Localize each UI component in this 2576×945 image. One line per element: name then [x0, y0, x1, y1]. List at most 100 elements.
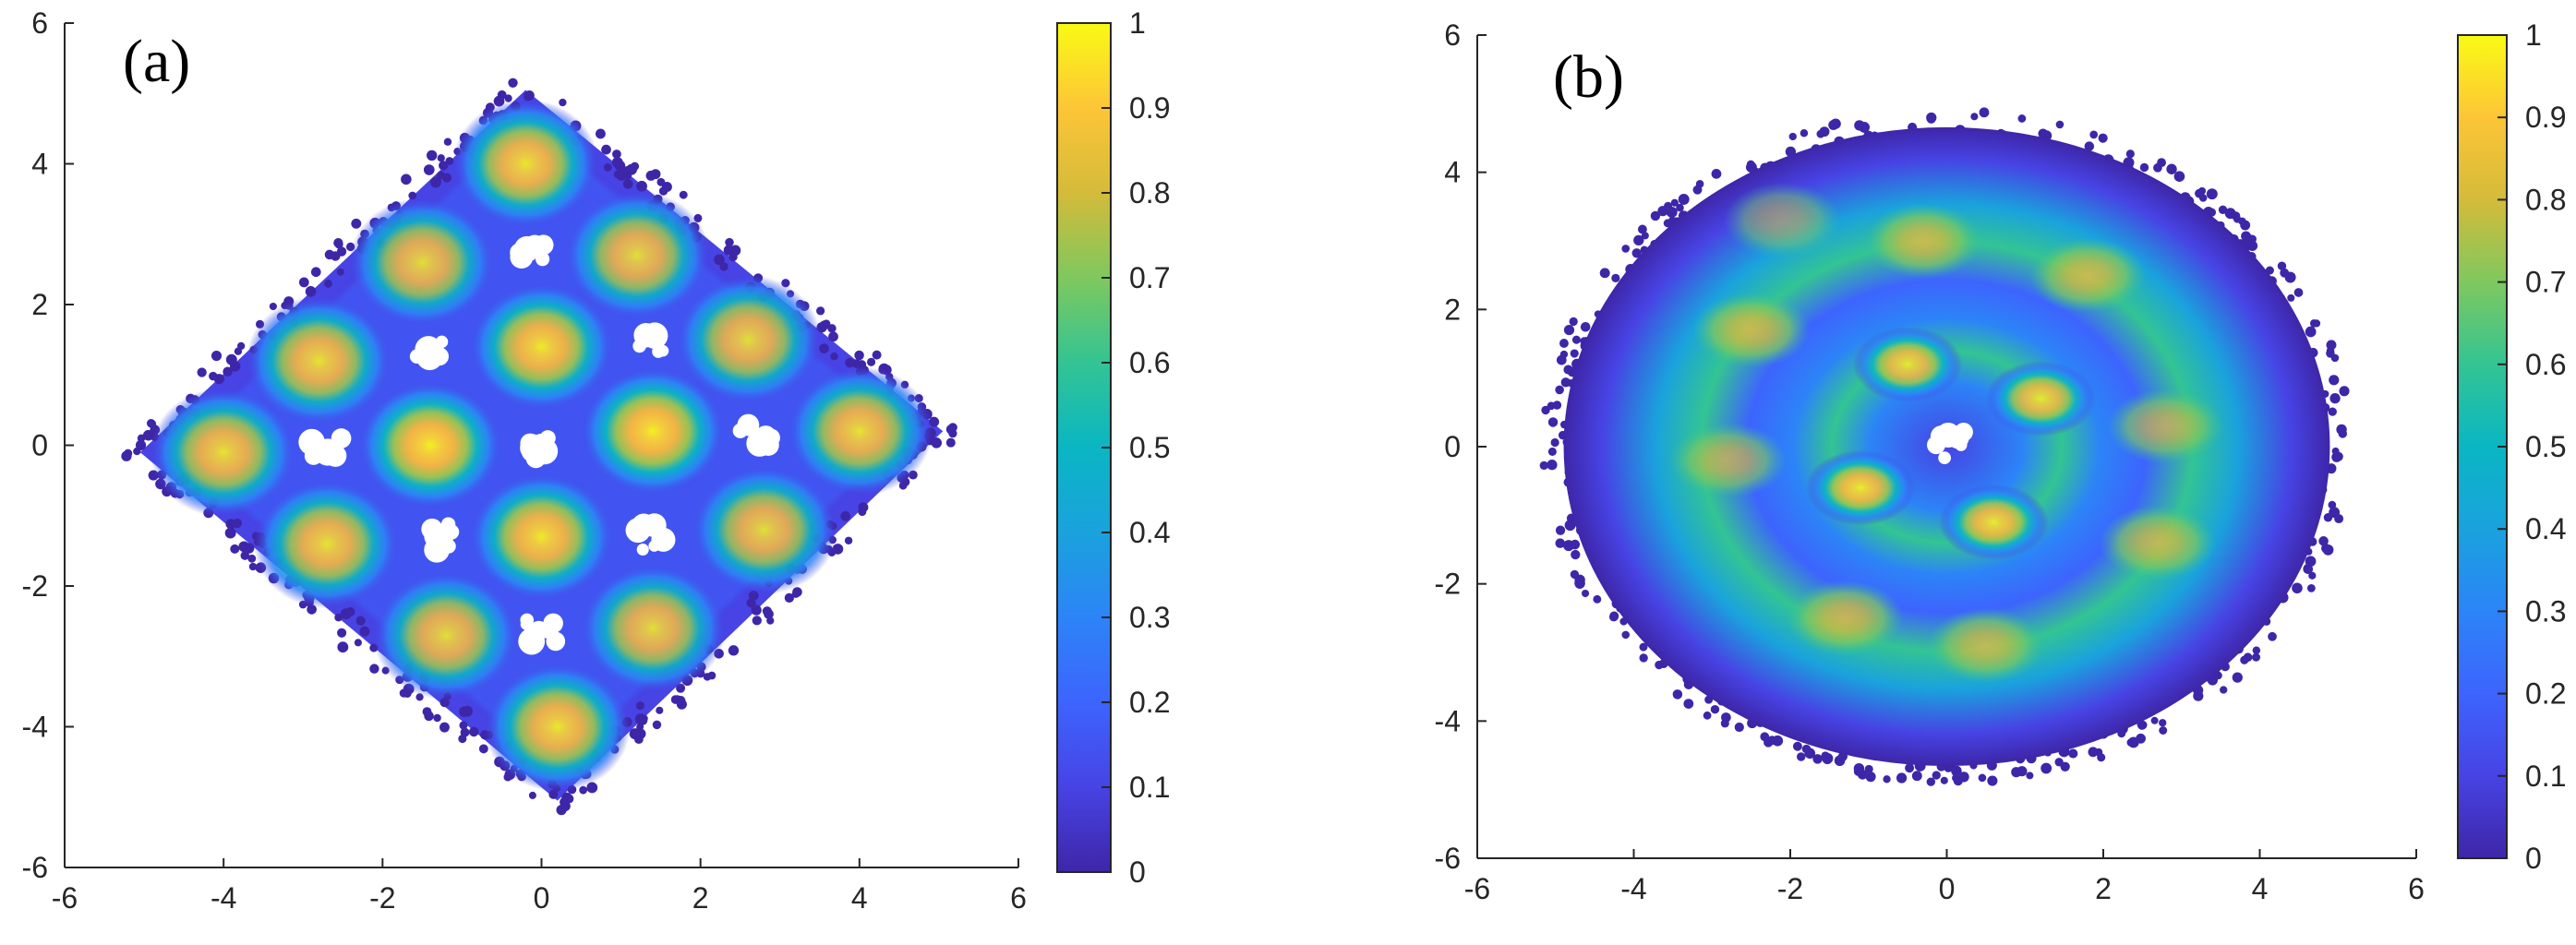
edge-dot: [1812, 754, 1823, 764]
hole-blob: [533, 234, 554, 256]
edge-dot: [401, 173, 412, 185]
intensity-hole: [510, 234, 554, 269]
edge-dot: [622, 170, 632, 180]
edge-dot: [354, 639, 362, 647]
edge-dot: [468, 726, 479, 737]
edge-dot: [423, 164, 435, 175]
colorbar-tick-label: 0.5: [2525, 430, 2566, 463]
edge-dot: [791, 590, 800, 598]
edge-dot: [2088, 747, 2099, 758]
edge-dot: [2138, 720, 2148, 730]
edge-dot: [2252, 646, 2261, 655]
edge-dot: [728, 645, 740, 656]
edge-dot: [1788, 132, 1797, 141]
edge-dot: [676, 699, 687, 710]
edge-dot: [2166, 163, 2177, 174]
edge-dot: [1639, 653, 1648, 663]
edge-dot: [1711, 168, 1722, 179]
edge-dot: [337, 628, 347, 638]
edge-dot: [2318, 536, 2329, 546]
edge-dot: [1547, 417, 1559, 427]
edge-dot: [504, 94, 512, 102]
edge-dot: [2243, 652, 2253, 663]
axes: -6 -4 -2 0 2 4 6 -6 -4 -2 0 2 4 6: [22, 6, 1027, 915]
hole-blob: [510, 243, 529, 262]
y-tick-label: 0: [1444, 430, 1461, 463]
y-tick-label: 2: [31, 288, 48, 321]
edge-dot: [1609, 611, 1619, 621]
edge-dot: [816, 306, 825, 316]
hole-blob: [1946, 426, 1969, 449]
edge-dot: [2243, 233, 2255, 245]
edge-dot: [1547, 447, 1557, 456]
edge-dot: [1559, 350, 1569, 359]
intensity-peak: [675, 274, 822, 405]
edge-dot: [1951, 765, 1962, 777]
edge-dot: [1830, 118, 1841, 129]
edge-dot: [2323, 513, 2333, 522]
intensity-peak: [253, 479, 401, 609]
inner-ring-spot: [1852, 326, 1963, 402]
colorbar-tick-label: 0.7: [2525, 266, 2566, 299]
edge-dot: [1864, 764, 1873, 773]
edge-dot: [751, 604, 762, 616]
edge-dot: [2126, 738, 2136, 747]
colorbar-tick-label: 0.6: [1129, 346, 1170, 379]
hole-blob: [656, 344, 669, 357]
edge-dot: [2321, 544, 2331, 554]
edge-dot: [1796, 752, 1806, 761]
edge-dot: [2293, 288, 2304, 297]
edge-dot: [1563, 325, 1575, 336]
hole-blob: [441, 539, 456, 554]
edge-dot: [1562, 540, 1574, 552]
edge-dot: [2334, 514, 2344, 524]
edge-dot: [1666, 206, 1678, 218]
edge-dot: [2084, 141, 2095, 151]
edge-dot: [840, 511, 850, 521]
edge-dot: [269, 302, 277, 311]
edge-dot: [1932, 771, 1941, 780]
edge-dot: [439, 161, 449, 171]
edge-dot: [439, 722, 450, 733]
intensity-hole: [732, 413, 780, 457]
edge-dot: [528, 791, 536, 799]
edge-dot: [298, 277, 309, 288]
colorbar: 0 0.1 0.2 0.3 0.4 0.5 0.6 0.7 0.8 0.9 1: [1056, 6, 1170, 889]
edge-dot: [596, 128, 606, 139]
intensity-peak: [786, 366, 933, 496]
edge-dot: [1555, 525, 1566, 535]
edge-dot: [2060, 761, 2070, 772]
edge-dot: [2195, 188, 2204, 198]
edge-dot: [1650, 210, 1661, 221]
edge-dot: [819, 343, 829, 353]
intensity-peak: [150, 387, 297, 518]
y-tick-label: 0: [31, 429, 48, 462]
edge-dot: [728, 252, 738, 262]
edge-dot: [223, 366, 233, 377]
edge-dot: [240, 551, 250, 560]
edge-dot: [561, 792, 572, 804]
hole-blob: [430, 347, 450, 366]
edge-dot: [1978, 773, 1987, 783]
edge-dot: [2287, 293, 2295, 302]
edge-dot: [822, 319, 831, 329]
edge-dot: [436, 171, 446, 180]
edge-dot: [1772, 735, 1784, 747]
edge-dot: [1639, 642, 1648, 652]
edge-dot: [1926, 777, 1936, 786]
intensity-peak: [468, 281, 615, 412]
intensity-hole: [409, 335, 450, 371]
y-tick-label: 4: [31, 148, 48, 181]
colorbar-tick-label: 0: [2525, 842, 2542, 875]
y-tick-label: -4: [22, 711, 48, 744]
axes: -6 -4 -2 0 2 4 6 -6 -4 -2 0 2 4 6: [1435, 18, 2425, 905]
outer-ring-spot: [1723, 182, 1842, 258]
edge-dot: [635, 701, 644, 711]
intensity-peak: [579, 366, 727, 496]
edge-dot: [2280, 268, 2290, 278]
y-tick-label: -6: [1435, 842, 1461, 875]
edge-dot: [1952, 773, 1960, 783]
edge-dot: [1564, 520, 1576, 532]
edge-dot: [1905, 763, 1915, 773]
intensity-peak: [373, 570, 520, 700]
